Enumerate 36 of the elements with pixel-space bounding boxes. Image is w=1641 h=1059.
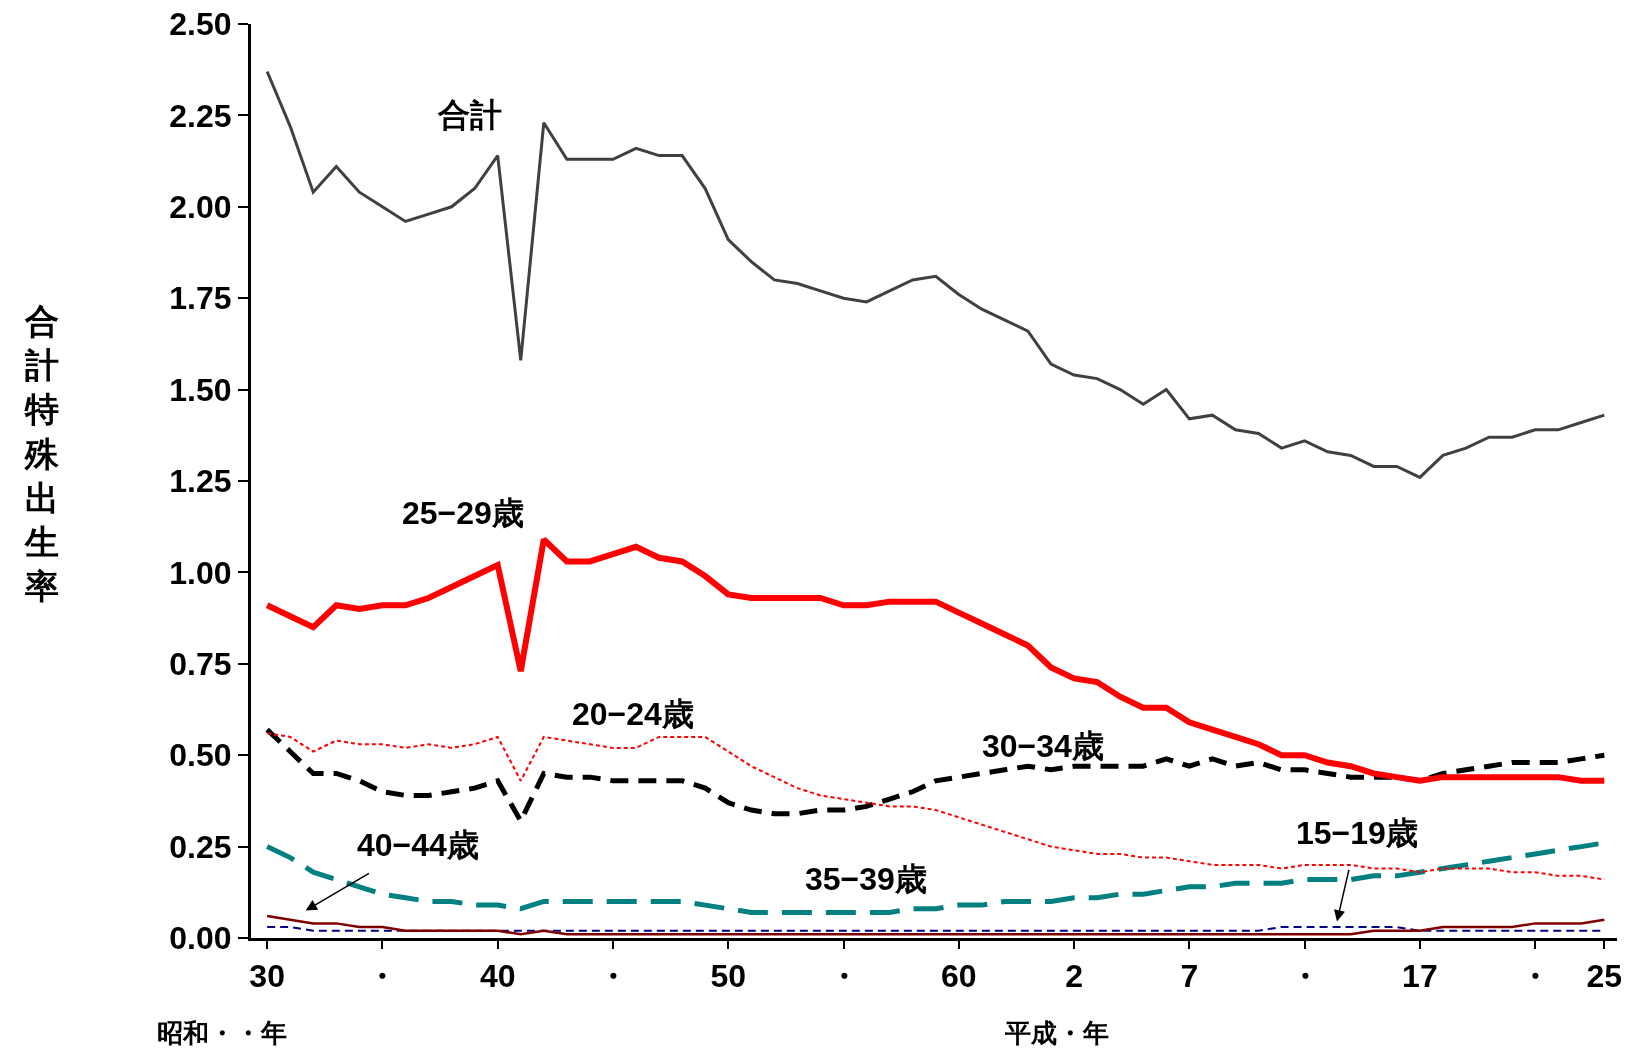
y-tick-label: 0.50	[169, 737, 232, 774]
x-tick-label: ・	[1288, 958, 1321, 995]
y-tick-label: 0.75	[169, 646, 232, 682]
y-tick-label: 2.25	[169, 97, 232, 134]
series-label: 25−29歳	[402, 495, 524, 531]
x-tick-label: ・	[366, 958, 399, 995]
x-tick-label: ・	[1519, 958, 1552, 995]
y-tick-label: 1.25	[169, 463, 232, 500]
x-tick-label: 40	[479, 958, 516, 995]
x-tick-label: 25	[1586, 958, 1623, 995]
y-tick-label: 1.00	[169, 554, 232, 591]
y-tick-label: 0.00	[169, 920, 232, 957]
x-tick-label: 50	[710, 958, 747, 995]
x-tick-label: ・	[827, 958, 860, 995]
x-tick-label: 17	[1402, 958, 1438, 995]
series-label: 合計	[437, 97, 502, 133]
text: 平成・年	[1004, 1018, 1109, 1048]
x-tick-label: ・	[596, 958, 629, 995]
text: 15−19歳	[1296, 815, 1418, 851]
y-tick-label: 2.00	[169, 189, 232, 225]
series-label: 35−39歳	[805, 861, 927, 897]
series-label: 30−34歳	[982, 728, 1104, 764]
x-tick-label: 60	[940, 958, 977, 995]
x-tick-label: 30	[249, 958, 285, 995]
line-series	[265, 914, 1606, 936]
y-tick-label: 1.50	[169, 371, 232, 408]
y-tick-label: 2.50	[169, 6, 232, 43]
y-axis-title: 合計特殊出生率	[24, 302, 60, 606]
line-series	[265, 70, 1606, 479]
y-tick-label: 1.75	[169, 280, 232, 317]
series-label: 40−44歳	[357, 827, 479, 863]
series-label: 20−24歳	[572, 696, 694, 732]
x-tick-label: 7	[1180, 958, 1199, 995]
text: 昭和・・年	[157, 1018, 287, 1048]
y-tick-label: 0.25	[169, 828, 232, 865]
x-tick-label: 2	[1065, 958, 1083, 995]
